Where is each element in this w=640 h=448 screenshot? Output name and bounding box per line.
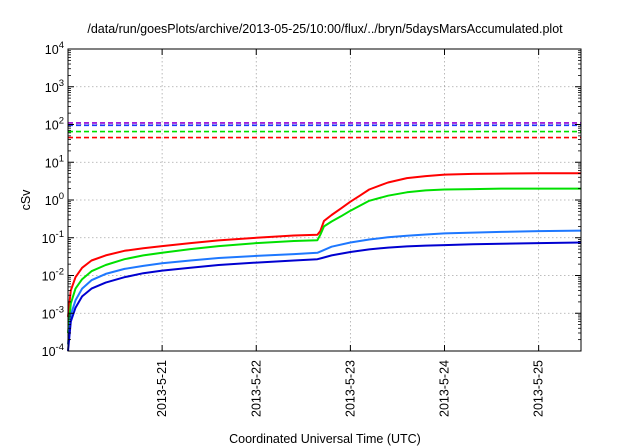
y-axis-label: cSv bbox=[19, 189, 33, 211]
y-tick-label: 100 bbox=[45, 191, 64, 208]
x-tick-label: 2013-5-24 bbox=[438, 360, 452, 417]
x-tick-label: 2013-5-25 bbox=[532, 360, 546, 417]
data-series bbox=[67, 172, 582, 352]
series-line bbox=[67, 229, 582, 345]
grid bbox=[68, 49, 581, 351]
threshold-lines bbox=[68, 122, 581, 139]
y-tick-label: 101 bbox=[45, 153, 64, 170]
y-tick-label: 10-3 bbox=[42, 304, 64, 321]
x-tick-label: 2013-5-22 bbox=[249, 360, 263, 417]
y-axis-ticks: 10-4 10-3 10-2 10-1 100 101 102 103 104 bbox=[42, 40, 581, 359]
x-tick-label: 2013-5-23 bbox=[343, 360, 357, 417]
y-tick-label: 10-2 bbox=[42, 267, 64, 284]
series-line bbox=[67, 241, 582, 352]
x-axis-ticks: 2013-5-21 2013-5-22 2013-5-23 2013-5-24 2013… bbox=[155, 49, 546, 417]
y-tick-label: 10-4 bbox=[42, 342, 64, 359]
y-tick-label: 102 bbox=[45, 116, 64, 133]
x-axis-label: Coordinated Universal Time (UTC) bbox=[229, 432, 421, 446]
x-tick-label: 2013-5-21 bbox=[155, 360, 169, 417]
y-tick-label: 103 bbox=[45, 78, 64, 95]
series-line bbox=[67, 187, 581, 334]
y-tick-label: 10-1 bbox=[42, 229, 64, 246]
y-tick-label: 104 bbox=[45, 40, 64, 57]
series-line bbox=[67, 172, 581, 318]
chart-title: /data/run/goesPlots/archive/2013-05-25/1… bbox=[87, 22, 563, 36]
